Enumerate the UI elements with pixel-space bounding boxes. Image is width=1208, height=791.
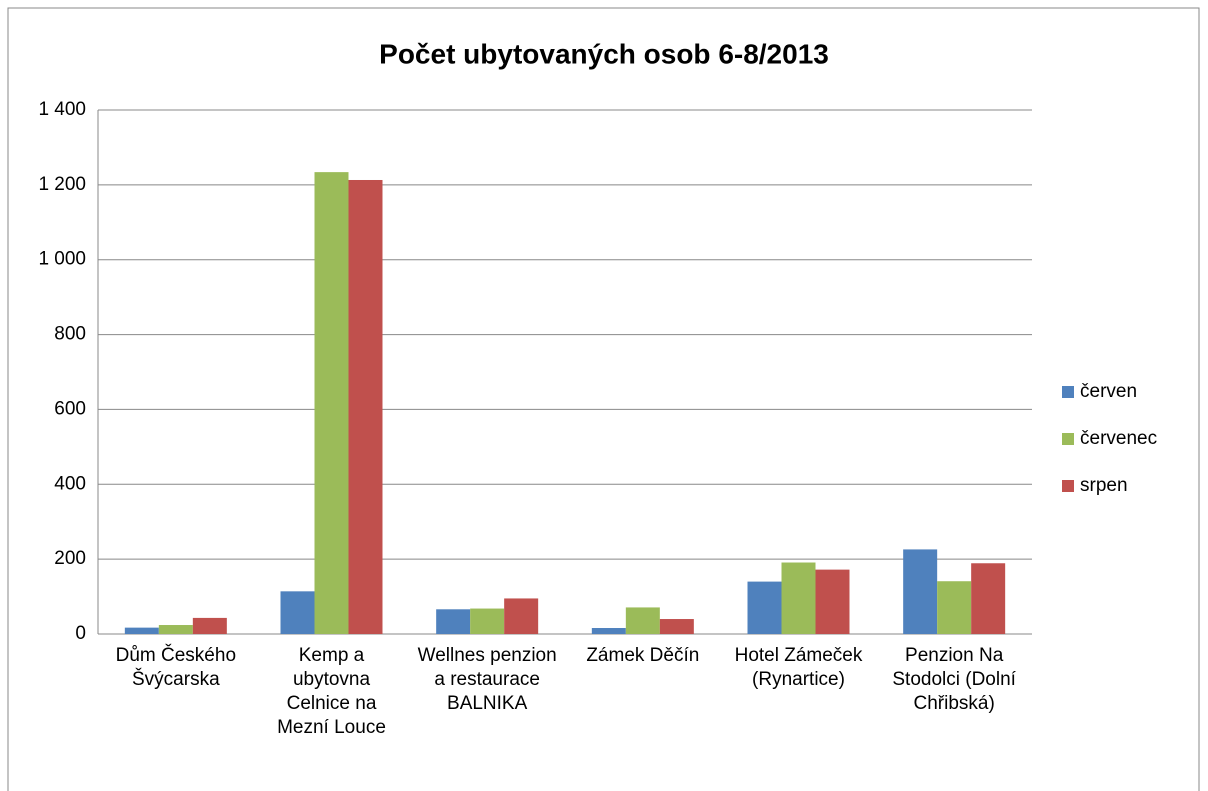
bar <box>937 581 972 634</box>
y-tick-label: 400 <box>54 473 86 494</box>
bar <box>781 562 816 634</box>
bar <box>470 608 505 634</box>
bar <box>280 591 315 634</box>
bar <box>625 607 660 634</box>
y-tick-label: 1 000 <box>38 249 86 270</box>
chart-border <box>7 7 1200 791</box>
legend-swatch <box>1062 480 1074 492</box>
chart-title: Počet ubytovaných osob 6-8/2013 <box>379 38 829 69</box>
legend-label: srpen <box>1080 475 1128 496</box>
bar <box>747 581 782 634</box>
bar <box>504 598 539 634</box>
y-tick-label: 1 200 <box>38 174 86 195</box>
bar <box>971 563 1006 634</box>
x-tick-label: Wellnes penzion a restaurace BALNIKA <box>417 645 557 714</box>
bar <box>158 625 193 634</box>
legend-swatch <box>1062 386 1074 398</box>
x-tick-label: Kemp a ubytovna Celnice na Mezní Louce <box>277 645 386 738</box>
bar <box>192 617 227 634</box>
y-tick-label: 0 <box>75 623 86 644</box>
y-tick-label: 800 <box>54 324 86 345</box>
bar <box>314 172 349 635</box>
legend-label: červenec <box>1080 428 1157 449</box>
bar <box>348 179 383 634</box>
x-tick-label: Penzion Na Stodolci (Dolní Chřibská) <box>892 645 1016 714</box>
x-tick-label: Hotel Zámeček (Rynartice) <box>734 645 863 690</box>
legend-swatch <box>1062 433 1074 445</box>
x-tick-label: Zámek Děčín <box>586 645 700 666</box>
legend-label: červen <box>1080 381 1137 402</box>
bar <box>124 627 159 634</box>
x-tick-label: Dům Českého Švýcarska <box>115 645 237 690</box>
bar <box>903 549 938 634</box>
bar <box>591 628 626 634</box>
bar <box>659 619 694 634</box>
bar <box>815 569 850 634</box>
y-tick-label: 200 <box>54 548 86 569</box>
y-tick-label: 1 400 <box>38 99 86 120</box>
y-tick-label: 600 <box>54 398 86 419</box>
bar <box>436 609 471 634</box>
